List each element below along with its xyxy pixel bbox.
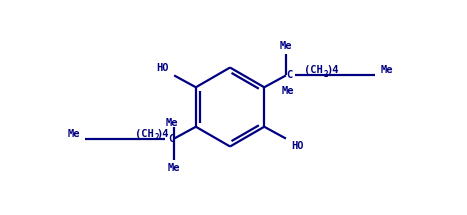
Text: Me: Me xyxy=(168,163,180,173)
Text: Me: Me xyxy=(282,86,294,96)
Text: HO: HO xyxy=(156,63,169,72)
Text: C: C xyxy=(286,71,292,80)
Text: C: C xyxy=(168,134,174,144)
Text: 2: 2 xyxy=(324,70,329,79)
Text: Me: Me xyxy=(166,118,178,128)
Text: Me: Me xyxy=(381,66,393,75)
Text: (CH: (CH xyxy=(304,66,323,75)
Text: HO: HO xyxy=(291,141,304,152)
Text: Me: Me xyxy=(280,41,292,51)
Text: (CH: (CH xyxy=(135,129,154,139)
Text: Me: Me xyxy=(67,129,80,139)
Text: )4: )4 xyxy=(326,66,339,75)
Text: )4: )4 xyxy=(156,129,169,139)
Text: 2: 2 xyxy=(155,133,160,142)
